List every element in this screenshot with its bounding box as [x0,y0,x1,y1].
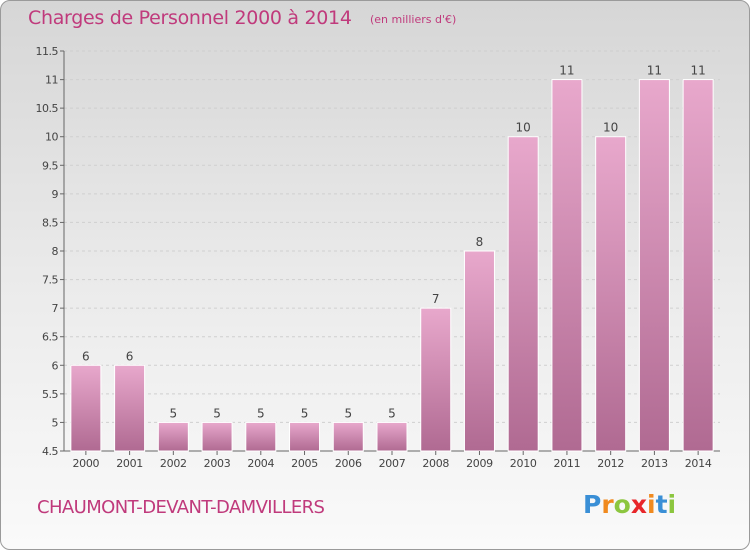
data-label: 5 [213,406,221,420]
x-tick-label: 2010 [510,457,537,470]
location-name: CHAUMONT-DEVANT-DAMVILLERS [37,497,325,518]
x-tick-label: 2003 [204,457,231,470]
logo-letter: P [583,490,602,519]
x-tick-label: 2005 [291,457,318,470]
bar [376,421,408,452]
x-tick-label: 2014 [685,457,712,470]
y-tick-label: 9 [52,188,59,201]
data-label: 8 [476,235,484,249]
bar [463,250,495,452]
y-tick-label: 9.5 [42,159,58,172]
x-tick-label: 2000 [72,457,99,470]
bar [332,421,364,452]
chart-title: Charges de Personnel 2000 à 2014 [28,7,352,29]
data-label: 11 [647,64,662,78]
bar [682,79,714,452]
proxiti-logo: Proxiti [583,490,676,519]
bar [289,421,321,452]
y-tick-label: 8 [52,245,59,258]
y-tick-label: 5.5 [42,388,58,401]
y-tick-label: 4.5 [42,445,58,458]
logo-letter: o [613,490,631,519]
y-tick-label: 11 [45,74,58,87]
y-tick-label: 7.5 [42,274,58,287]
x-tick-label: 2012 [597,457,624,470]
y-tick-label: 6.5 [42,331,58,344]
x-tick-label: 2009 [466,457,493,470]
logo-letter: i [647,490,656,519]
data-label: 10 [603,121,618,135]
bar [551,79,583,452]
bar [638,79,670,452]
bar [201,421,233,452]
x-tick-label: 2001 [116,457,143,470]
y-tick-label: 10.5 [36,102,59,115]
data-label: 6 [82,349,90,363]
data-label: 10 [516,121,531,135]
data-label: 5 [388,406,396,420]
x-tick-label: 2002 [160,457,187,470]
x-tick-label: 2007 [379,457,406,470]
data-label: 6 [126,349,134,363]
y-tick-label: 11.5 [36,45,59,58]
bar [245,421,277,452]
bar [595,136,627,452]
y-tick-label: 10 [45,131,58,144]
data-label: 11 [559,64,574,78]
x-tick-label: 2011 [554,457,581,470]
x-tick-label: 2004 [247,457,274,470]
y-tick-label: 5 [52,416,59,429]
bar [70,364,102,452]
logo-letter: r [601,490,614,519]
bar [157,421,189,452]
x-tick-label: 2006 [335,457,362,470]
x-tick-label: 2008 [422,457,449,470]
logo-letter: x [630,490,647,519]
data-label: 7 [432,292,440,306]
logo-letter: i [667,490,677,519]
bar [114,364,146,452]
data-label: 5 [344,406,352,420]
data-label: 11 [690,64,705,78]
chart-subtitle: (en milliers d'€) [370,13,457,26]
bar [507,136,539,452]
y-tick-label: 7 [52,302,59,315]
bar [420,307,452,452]
y-tick-label: 6 [52,359,59,372]
data-label: 5 [170,406,178,420]
logo-letter: t [655,490,668,519]
x-tick-label: 2013 [641,457,668,470]
y-tick-label: 8.5 [42,216,58,229]
data-label: 5 [257,406,265,420]
data-label: 5 [301,406,309,420]
